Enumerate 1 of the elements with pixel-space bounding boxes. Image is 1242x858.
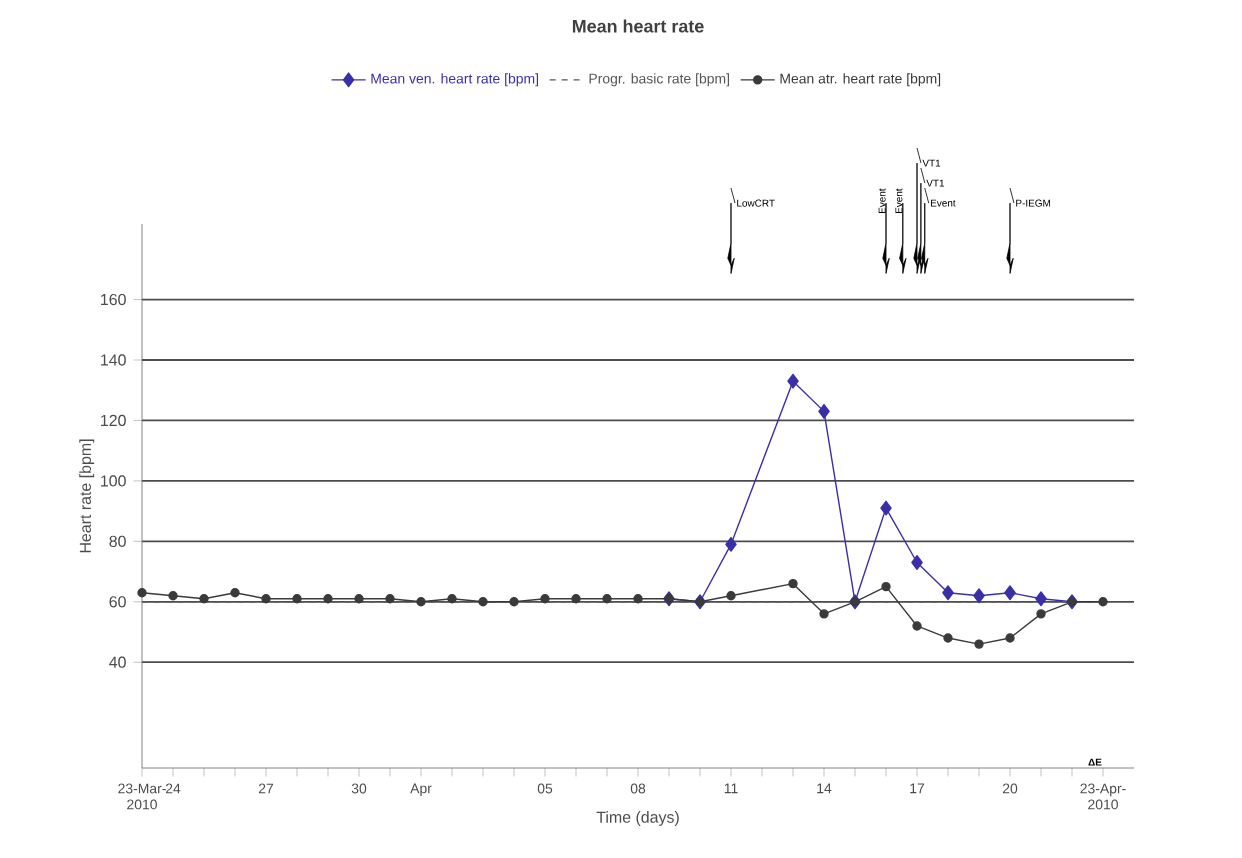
chart-title: Mean heart rate: [572, 19, 704, 33]
